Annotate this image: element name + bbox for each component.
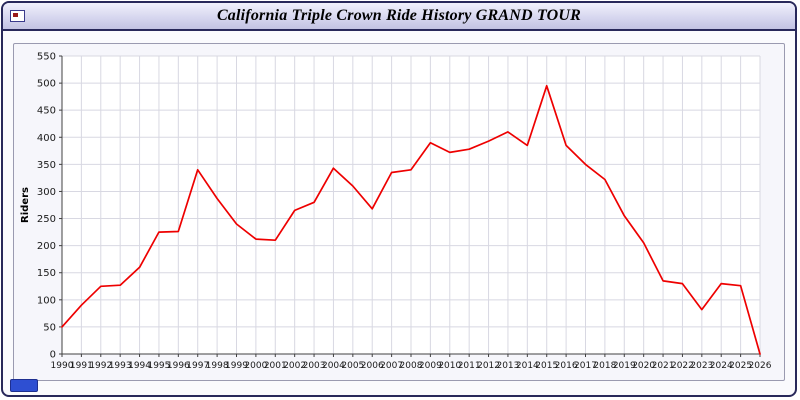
svg-text:2007: 2007 bbox=[380, 361, 403, 371]
svg-text:2017: 2017 bbox=[574, 361, 597, 371]
svg-text:1999: 1999 bbox=[225, 361, 248, 371]
svg-text:2025: 2025 bbox=[729, 361, 752, 371]
svg-text:1998: 1998 bbox=[206, 361, 229, 371]
svg-text:2012: 2012 bbox=[477, 361, 500, 371]
svg-text:2019: 2019 bbox=[613, 361, 636, 371]
svg-text:550: 550 bbox=[37, 52, 56, 63]
svg-text:1994: 1994 bbox=[128, 361, 151, 371]
svg-text:2008: 2008 bbox=[400, 361, 423, 371]
svg-text:2014: 2014 bbox=[516, 361, 539, 371]
svg-text:250: 250 bbox=[37, 214, 56, 225]
svg-text:2023: 2023 bbox=[690, 361, 713, 371]
svg-text:350: 350 bbox=[37, 160, 56, 171]
svg-text:2022: 2022 bbox=[671, 361, 694, 371]
y-axis-title: Riders bbox=[20, 187, 31, 223]
svg-text:2009: 2009 bbox=[419, 361, 442, 371]
svg-text:2004: 2004 bbox=[322, 361, 345, 371]
title-bar: California Triple Crown Ride History GRA… bbox=[3, 3, 795, 31]
svg-text:100: 100 bbox=[37, 295, 56, 306]
svg-text:2018: 2018 bbox=[593, 361, 616, 371]
svg-text:500: 500 bbox=[37, 79, 56, 90]
svg-text:2015: 2015 bbox=[535, 361, 558, 371]
bottom-left-badge bbox=[10, 379, 38, 392]
svg-text:2002: 2002 bbox=[283, 361, 306, 371]
svg-text:50: 50 bbox=[43, 322, 56, 333]
svg-text:1993: 1993 bbox=[109, 361, 132, 371]
svg-text:1997: 1997 bbox=[186, 361, 209, 371]
svg-text:2021: 2021 bbox=[652, 361, 675, 371]
svg-text:2010: 2010 bbox=[438, 361, 461, 371]
gridlines bbox=[61, 55, 761, 355]
svg-text:150: 150 bbox=[37, 268, 56, 279]
chart-panel: 0 50 100 150 200 250 300 350 400 450 500 550 1990 199… bbox=[13, 43, 785, 381]
svg-text:1991: 1991 bbox=[70, 361, 93, 371]
riders-line-chart: 0501001502002503003504004505005501990199… bbox=[20, 52, 772, 372]
svg-text:1990: 1990 bbox=[51, 361, 74, 371]
svg-text:0: 0 bbox=[50, 350, 56, 361]
y-axis-tick-labels: 0 50 100 150 200 250 300 350 400 450 500 550 bbox=[37, 52, 62, 361]
svg-text:2020: 2020 bbox=[632, 361, 655, 371]
page-title: California Triple Crown Ride History GRA… bbox=[216, 7, 582, 24]
svg-text:1992: 1992 bbox=[89, 361, 112, 371]
svg-text:200: 200 bbox=[37, 241, 56, 252]
svg-text:2003: 2003 bbox=[303, 361, 326, 371]
svg-text:400: 400 bbox=[37, 133, 56, 144]
svg-text:2024: 2024 bbox=[710, 361, 733, 371]
svg-text:2013: 2013 bbox=[496, 361, 519, 371]
svg-text:300: 300 bbox=[37, 187, 56, 198]
svg-text:1996: 1996 bbox=[167, 361, 190, 371]
x-axis-tick-labels: 1990199119921993199419951996199719981999… bbox=[51, 354, 772, 371]
svg-text:2005: 2005 bbox=[341, 361, 364, 371]
riders-series-line bbox=[61, 84, 761, 355]
svg-text:2006: 2006 bbox=[361, 361, 384, 371]
svg-text:2016: 2016 bbox=[555, 361, 578, 371]
svg-text:2011: 2011 bbox=[458, 361, 481, 371]
svg-text:2000: 2000 bbox=[244, 361, 267, 371]
svg-text:1995: 1995 bbox=[147, 361, 170, 371]
svg-text:2001: 2001 bbox=[264, 361, 287, 371]
window-icon bbox=[10, 10, 25, 22]
svg-text:450: 450 bbox=[37, 106, 56, 117]
svg-text:2026: 2026 bbox=[749, 361, 772, 371]
